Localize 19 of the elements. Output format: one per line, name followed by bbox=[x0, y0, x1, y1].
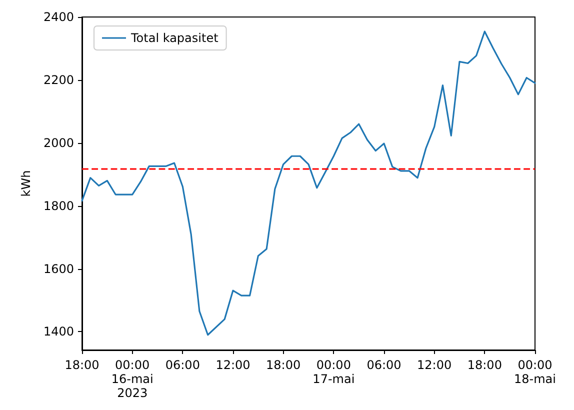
y-tick-label: 2200 bbox=[43, 72, 74, 87]
legend-label: Total kapasitet bbox=[130, 31, 219, 45]
x-tick-label: 18:00 bbox=[266, 358, 301, 372]
y-axis-title: kWh bbox=[19, 170, 33, 197]
x-tick-label: 00:00 17-mai bbox=[312, 358, 355, 386]
x-tick-label: 12:00 bbox=[216, 358, 250, 372]
x-tick-label: 06:00 bbox=[165, 358, 200, 372]
y-tick-label: 1800 bbox=[43, 198, 74, 213]
y-tick-label: 1400 bbox=[43, 324, 74, 339]
x-tick-label: 06:00 bbox=[366, 358, 402, 372]
x-tick-label: 12:00 bbox=[417, 358, 452, 372]
line-series bbox=[81, 30, 536, 336]
x-tick-label: 18:00 bbox=[64, 358, 100, 372]
y-tick-label: 2400 bbox=[43, 10, 74, 24]
x-tick-label: 18:00 bbox=[467, 358, 502, 372]
x-tick-label: 00:00 18-mai bbox=[514, 358, 556, 386]
y-tick-label: 1600 bbox=[43, 262, 74, 276]
y-tick-label: 2000 bbox=[43, 136, 74, 150]
x-tick-label: 00:00 16-mai 2023 bbox=[111, 358, 154, 400]
